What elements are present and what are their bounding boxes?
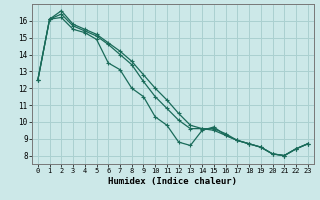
X-axis label: Humidex (Indice chaleur): Humidex (Indice chaleur) [108,177,237,186]
